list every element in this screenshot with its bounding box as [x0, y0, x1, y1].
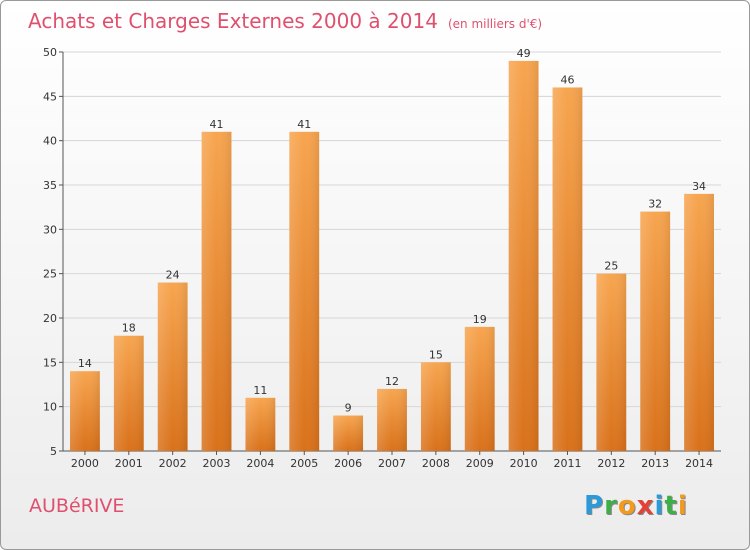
logo-letter: i	[677, 491, 688, 521]
x-tick-label: 2012	[597, 457, 625, 470]
x-tick-label: 2000	[71, 457, 99, 470]
data-label: 9	[345, 402, 352, 415]
bar-shine	[684, 193, 714, 451]
logo-letter: r	[604, 491, 618, 521]
y-tick-label: 20	[43, 312, 57, 325]
x-tick-label: 2005	[290, 457, 318, 470]
bar-shine	[113, 335, 144, 451]
y-tick-label: 25	[43, 268, 57, 281]
bar-shine	[201, 131, 232, 452]
y-tick-label: 10	[43, 401, 57, 414]
bars	[70, 60, 714, 452]
x-tick-label: 2014	[685, 457, 713, 470]
proxiti-logo: Proxiti	[584, 491, 688, 521]
bar-shine	[157, 282, 188, 451]
y-tick-label: 30	[43, 223, 57, 236]
x-tick-label: 2013	[641, 457, 669, 470]
data-label: 15	[429, 348, 443, 361]
data-label: 12	[385, 375, 399, 388]
data-label: 14	[78, 357, 92, 370]
data-label: 25	[604, 260, 618, 273]
x-tick-label: 2004	[246, 457, 274, 470]
bar-shine	[420, 362, 451, 451]
logo-letter: o	[617, 491, 637, 521]
y-tick-label: 40	[43, 135, 57, 148]
y-tick-label: 45	[43, 90, 57, 103]
bar-shine	[245, 397, 276, 451]
logo-letter: P	[584, 491, 605, 521]
logo-letter: x	[636, 491, 655, 521]
y-tick-label: 5	[50, 445, 57, 458]
y-tick-label: 15	[43, 356, 57, 369]
bar-shine	[333, 415, 364, 451]
chart-subtitle: (en milliers d'€)	[447, 17, 543, 31]
data-label: 41	[210, 118, 224, 131]
data-label: 32	[648, 198, 662, 211]
bar-shine	[289, 131, 320, 452]
x-tick-label: 2001	[115, 457, 143, 470]
y-tick-label: 35	[43, 179, 57, 192]
x-tick-label: 2009	[466, 457, 494, 470]
x-tick-label: 2011	[553, 457, 581, 470]
data-label: 34	[692, 180, 706, 193]
x-tick-label: 2003	[203, 457, 231, 470]
y-tick-label: 50	[43, 46, 57, 59]
x-tick-label: 2010	[510, 457, 538, 470]
data-label: 24	[166, 269, 180, 282]
bar-shine	[508, 60, 539, 451]
chart-title: Achats et Charges Externes 2000 à 2014 (e…	[28, 9, 542, 33]
data-label: 11	[253, 384, 267, 397]
x-tick-label: 2002	[159, 457, 187, 470]
data-label: 19	[473, 313, 487, 326]
bar-shine	[70, 371, 100, 451]
logo-letter: t	[664, 491, 678, 521]
x-tick-label: 2007	[378, 457, 406, 470]
x-tick-label: 2008	[422, 457, 450, 470]
data-label: 49	[517, 47, 531, 60]
x-tick-label: 2006	[334, 457, 362, 470]
bar-shine	[464, 326, 495, 451]
bar-shine	[640, 211, 671, 451]
logo-letter: i	[654, 491, 665, 521]
data-label: 46	[560, 73, 574, 86]
bar-shine	[596, 273, 627, 451]
data-label: 18	[122, 322, 136, 335]
labels: 5 10 15 20 25 30 35 40 45 50 14 2000 18 2001 24 2002 41 2…	[43, 46, 713, 470]
data-label: 41	[297, 118, 311, 131]
bar-shine	[552, 87, 583, 451]
bar-shine	[377, 388, 407, 451]
commune-name: AUBéRIVE	[29, 495, 125, 517]
chart-title-text: Achats et Charges Externes 2000 à 2014	[28, 9, 438, 33]
